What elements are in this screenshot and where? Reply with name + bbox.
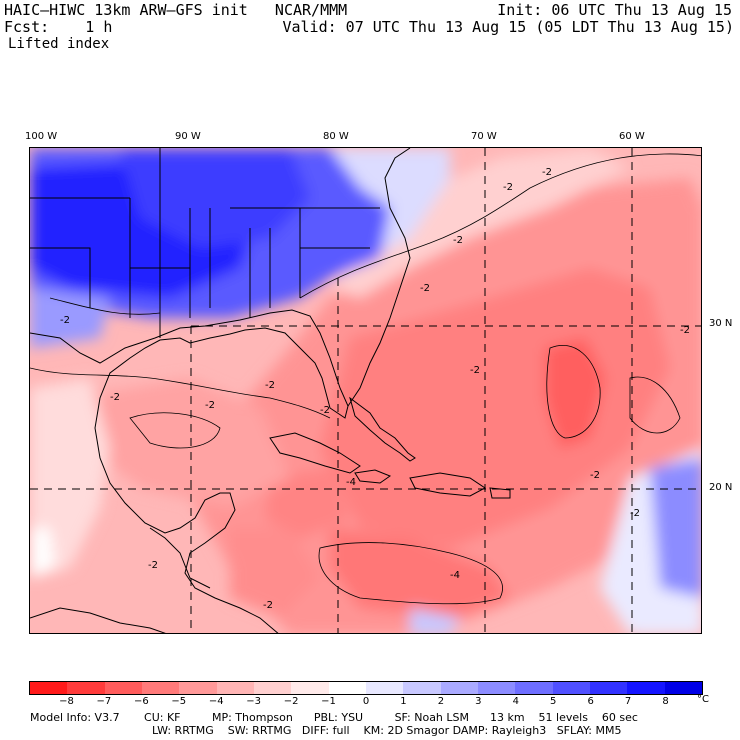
colorbar-swatch <box>141 682 180 694</box>
contour-label: -2 <box>263 600 273 611</box>
contour-label: -2 <box>453 235 463 246</box>
colorbar-unit: °C <box>697 694 709 705</box>
colorbar-tick-label: −5 <box>171 696 187 707</box>
coastlines <box>30 148 511 633</box>
colorbar-tick-label: 2 <box>437 696 445 707</box>
forecast-hour: Fcst: 1 h <box>4 18 113 36</box>
model-info-line1: Model Info: V3.7 CU: KF MP: Thompson PBL… <box>30 711 638 724</box>
colorbar-swatch <box>328 682 366 694</box>
colorbar-tick-label: 6 <box>587 696 594 707</box>
colorbar-tick-label: 5 <box>550 696 557 707</box>
model-title: HAIC–HIWC 13km ARW–GFS init NCAR/MMM <box>4 1 348 19</box>
lon-label-60w: 60 W <box>619 131 645 142</box>
contour-lines <box>30 153 701 605</box>
contour-label-group: -2 -2 -2 -2 -2 -2 -2 -2 -2 -2 -2 -4 -4 -… <box>60 167 690 611</box>
colorbar-tick-label: 7 <box>624 696 632 707</box>
colorbar-tick-label: 0 <box>362 696 370 707</box>
lat-lon-grid <box>30 148 701 633</box>
init-time: Init: 06 UTC Thu 13 Aug 15 <box>497 1 732 19</box>
colorbar-tick-label: 3 <box>475 696 482 707</box>
colorbar-tick-label: 1 <box>400 696 407 707</box>
contour-label: -2 <box>680 325 690 336</box>
colorbar-swatch <box>67 682 105 694</box>
colorbar-swatch <box>589 682 628 694</box>
contour-label: -2 <box>470 365 480 376</box>
field-shading <box>30 148 701 633</box>
contour-label: -2 <box>590 470 600 481</box>
colorbar-tick-label: 8 <box>662 696 669 707</box>
colorbar-swatch <box>552 682 590 694</box>
colorbar <box>29 681 703 695</box>
colorbar-swatch <box>515 682 553 694</box>
model-info-line2: LW: RRTMG SW: RRTMG DIFF: full KM: 2D Sm… <box>152 724 622 737</box>
colorbar-swatch <box>664 682 702 694</box>
colorbar-tick-label: 4 <box>512 696 519 707</box>
contour-label: -2 <box>503 182 513 193</box>
lat-label-20n: 20 N <box>709 482 733 493</box>
lifted-index-map: -2 -2 -2 -2 -2 -2 -2 -2 -2 -2 -2 -4 -4 -… <box>29 147 702 634</box>
colorbar-swatch <box>627 682 665 694</box>
colorbar-tick-label: −6 <box>133 696 149 707</box>
lon-label-100w: 100 W <box>25 131 58 142</box>
contour-label: -4 <box>450 570 460 581</box>
colorbar-swatch <box>179 682 217 694</box>
colorbar-swatch <box>104 682 142 694</box>
contour-label: -2 <box>420 283 430 294</box>
colorbar-tick-label: −7 <box>96 696 112 707</box>
lon-label-90w: 90 W <box>175 131 201 142</box>
contour-label: -2 <box>205 400 215 411</box>
colorbar-tick-label: −3 <box>246 696 262 707</box>
contour-label: -2 <box>110 392 120 403</box>
contour-label: -2 <box>542 167 552 178</box>
colorbar-swatch <box>440 682 478 694</box>
colorbar-swatch <box>291 682 329 694</box>
colorbar-swatch <box>30 682 68 694</box>
contour-label: -2 <box>148 560 158 571</box>
colorbar-tick-label: −2 <box>283 696 299 707</box>
colorbar-swatch <box>365 682 404 694</box>
colorbar-swatch <box>216 682 254 694</box>
colorbar-swatch <box>477 682 516 694</box>
contour-label: -2 <box>60 315 70 326</box>
colorbar-tick-label: −1 <box>321 696 336 707</box>
colorbar-tick-label: −8 <box>59 696 74 707</box>
lon-label-70w: 70 W <box>471 131 497 142</box>
colorbar-swatch <box>253 682 292 694</box>
colorbar-swatch <box>403 682 441 694</box>
valid-time: Valid: 07 UTC Thu 13 Aug 15 (05 LDT Thu … <box>282 18 734 36</box>
lat-label-30n: 30 N <box>709 318 733 329</box>
contour-label: -4 <box>346 477 356 488</box>
contour-label: -2 <box>630 508 640 519</box>
contour-label: -2 <box>265 380 275 391</box>
lon-label-80w: 80 W <box>323 131 349 142</box>
colorbar-tick-label: −4 <box>208 696 224 707</box>
field-name: Lifted index <box>8 36 110 52</box>
contour-label: -2 <box>320 405 330 416</box>
